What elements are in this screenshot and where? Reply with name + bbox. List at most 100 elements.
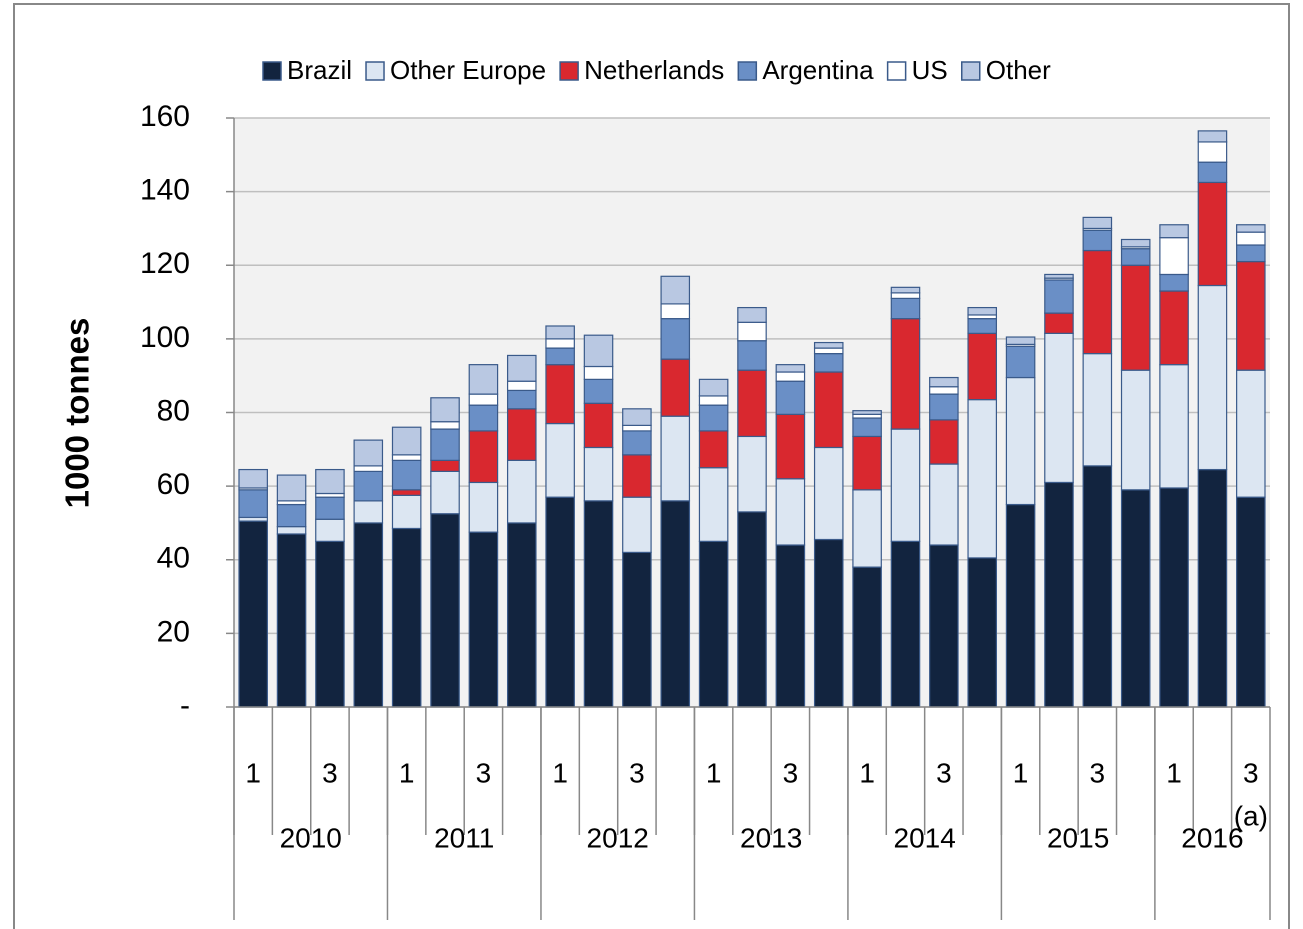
bar-segment	[775, 413, 806, 480]
bar-segment	[1197, 161, 1228, 184]
bar-segment	[353, 500, 384, 524]
x-tick-label: 1	[859, 757, 875, 788]
bar-segment	[622, 408, 652, 426]
y-tick-label: 120	[140, 247, 190, 280]
bar-segment	[583, 378, 614, 404]
bar-segment	[1120, 264, 1151, 371]
bar-segment	[1159, 237, 1189, 276]
bar-segment	[967, 399, 998, 559]
bar-segment	[430, 421, 460, 430]
bar-segment	[660, 275, 691, 305]
bar-segment	[622, 496, 652, 553]
legend-label: US	[912, 55, 948, 85]
x-tick-label: 3	[1090, 757, 1106, 788]
bar-segment	[391, 426, 422, 456]
bar-segment	[852, 417, 882, 438]
y-tick-label: 100	[140, 321, 190, 354]
x-tick-label: 1	[552, 757, 568, 788]
bar-segment	[506, 459, 537, 524]
x-tick-label: 1	[1013, 757, 1029, 788]
x-tick-label: 1	[245, 757, 261, 788]
bar-segment	[698, 404, 729, 432]
y-tick-label: 80	[157, 394, 190, 427]
bar-segment	[1082, 465, 1113, 708]
bar-segment	[353, 465, 384, 472]
year-label: 2016	[1181, 822, 1243, 853]
legend-label: Netherlands	[584, 55, 724, 85]
bar-segment	[737, 321, 767, 342]
bar-segment	[967, 557, 998, 708]
bar-segment	[967, 318, 998, 334]
bar-segment	[430, 513, 460, 708]
bar-segment	[506, 408, 537, 461]
bar-segment	[1236, 260, 1266, 371]
x-tick-label: 3	[322, 757, 338, 788]
bar-segment	[1120, 238, 1151, 248]
y-tick-label: 20	[157, 615, 190, 648]
bar-segment	[276, 474, 307, 502]
bar-segment	[622, 454, 652, 498]
bar-segment	[468, 404, 499, 432]
bar-segment	[737, 511, 767, 708]
bar-segment	[1082, 353, 1113, 467]
bar-segment	[660, 415, 691, 502]
bar-segment	[852, 489, 882, 568]
legend-swatch	[737, 61, 758, 81]
bar-segment	[1197, 284, 1228, 471]
y-tick-label: 40	[157, 542, 190, 575]
bar-segment	[506, 380, 537, 392]
bar-segment	[1159, 224, 1189, 239]
bar-segment	[1197, 468, 1228, 708]
bar-segment	[1159, 290, 1189, 366]
bar-segment	[238, 489, 268, 519]
legend-swatch	[365, 61, 385, 81]
bar-segment	[468, 393, 499, 406]
bar-segment	[1236, 496, 1266, 708]
bar-segment	[1120, 369, 1151, 491]
bar-segment	[468, 531, 499, 708]
bar-segment	[1197, 181, 1228, 287]
bar-segment	[660, 303, 691, 320]
bar-segment	[1159, 273, 1189, 292]
bar-segment	[545, 364, 575, 425]
annotation: (a)	[1234, 800, 1268, 831]
bar-segment	[890, 286, 921, 294]
bar-segment	[813, 341, 844, 349]
bar-segment	[1044, 332, 1074, 484]
bar-segment	[391, 494, 422, 530]
bar-segment	[238, 468, 268, 489]
bar-segment	[1197, 130, 1228, 143]
bar-segment	[1120, 248, 1151, 266]
bar-segment	[890, 297, 921, 320]
x-tick-label: 1	[1166, 757, 1182, 788]
bar-segment	[353, 470, 384, 502]
year-label: 2012	[587, 822, 649, 853]
bar-segment	[929, 376, 959, 388]
bar-segment	[276, 533, 307, 708]
bar-segment	[468, 481, 499, 533]
bar-segment	[315, 518, 345, 542]
bar-segment	[1044, 273, 1074, 279]
bar-segment	[890, 318, 921, 430]
bar-segment	[1120, 489, 1151, 708]
bar-segment	[698, 467, 729, 542]
bar-segment	[775, 478, 806, 546]
year-label: 2015	[1047, 822, 1109, 853]
y-tick-label: 160	[140, 100, 190, 133]
bar-segment	[775, 380, 806, 415]
x-tick-label: 3	[936, 757, 952, 788]
bar-segment	[1005, 376, 1036, 506]
bar-segment	[545, 338, 575, 349]
bar-segment	[1044, 279, 1074, 314]
bar-segment	[813, 347, 844, 355]
bar-segment	[775, 371, 806, 382]
bar-segment	[1044, 481, 1074, 708]
legend-label: Other Europe	[390, 55, 546, 85]
bar-segment	[583, 365, 614, 380]
bar-segment	[391, 527, 422, 708]
bar-segment	[622, 424, 652, 432]
bar-segment	[967, 332, 998, 401]
bar-segment	[622, 551, 652, 708]
bar-segment	[737, 306, 767, 323]
bar-segment	[1082, 216, 1113, 230]
